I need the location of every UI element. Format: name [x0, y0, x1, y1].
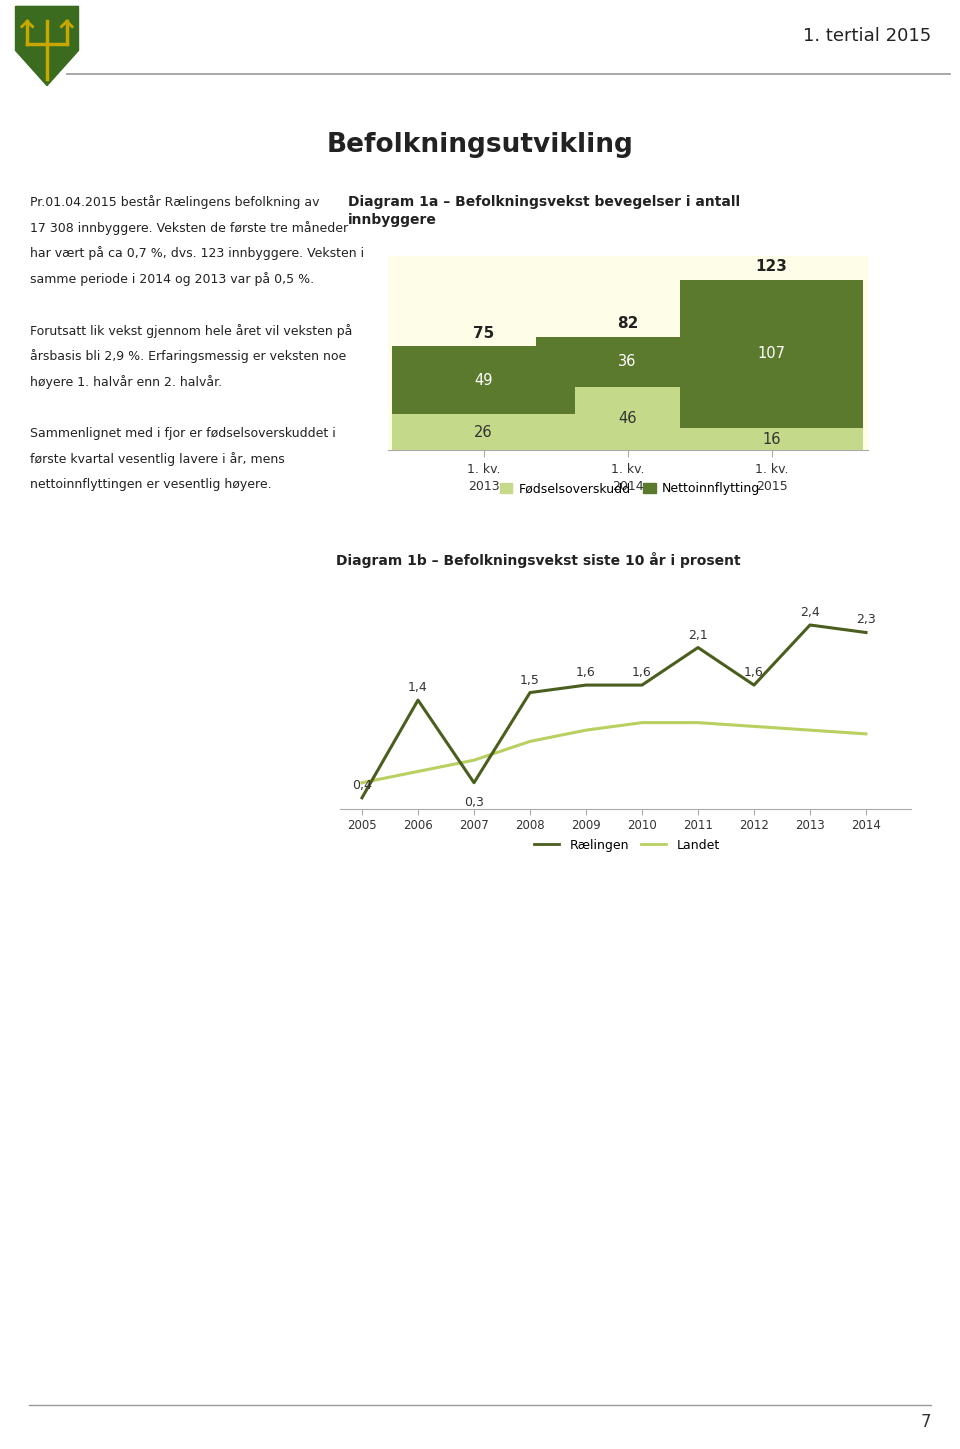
Text: 1,6: 1,6	[632, 667, 652, 680]
Text: nettoinnflyttingen er vesentlig høyere.: nettoinnflyttingen er vesentlig høyere.	[30, 478, 272, 491]
Text: 2,1: 2,1	[688, 629, 708, 642]
Text: Forutsatt lik vekst gjennom hele året vil veksten på: Forutsatt lik vekst gjennom hele året vi…	[30, 323, 352, 338]
Text: 1,4: 1,4	[408, 681, 428, 694]
Polygon shape	[15, 6, 79, 85]
Text: årsbasis bli 2,9 %. Erfaringsmessig er veksten noe: årsbasis bli 2,9 %. Erfaringsmessig er v…	[30, 349, 347, 364]
Text: 2,3: 2,3	[856, 613, 876, 626]
Text: 1,6: 1,6	[744, 667, 764, 680]
Text: 0,3: 0,3	[464, 797, 484, 809]
Text: 75: 75	[473, 326, 494, 341]
Text: 0,4: 0,4	[352, 778, 372, 791]
Text: Diagram 1b – Befolkningsvekst siste 10 år i prosent: Diagram 1b – Befolkningsvekst siste 10 å…	[336, 552, 740, 568]
Bar	[681, 280, 863, 427]
Text: Befolkningsutvikling: Befolkningsutvikling	[326, 132, 634, 158]
Bar	[537, 336, 719, 387]
Text: første kvartal vesentlig lavere i år, mens: første kvartal vesentlig lavere i år, me…	[30, 452, 285, 467]
Text: samme periode i 2014 og 2013 var på 0,5 %.: samme periode i 2014 og 2013 var på 0,5 …	[30, 272, 314, 285]
Text: høyere 1. halvår enn 2. halvår.: høyere 1. halvår enn 2. halvår.	[30, 375, 222, 390]
Text: 123: 123	[756, 259, 787, 274]
Text: 1,6: 1,6	[576, 667, 596, 680]
Text: 2,4: 2,4	[800, 606, 820, 619]
Text: Pr.01.04.2015 består Rælingens befolkning av: Pr.01.04.2015 består Rælingens befolknin…	[30, 196, 320, 209]
Text: 49: 49	[474, 372, 492, 388]
Text: Sammenlignet med i fjor er fødselsoverskuddet i: Sammenlignet med i fjor er fødselsoversk…	[30, 426, 336, 439]
Legend: Rælingen, Landet: Rælingen, Landet	[529, 835, 725, 858]
Bar	[681, 427, 863, 451]
Text: 1. tertial 2015: 1. tertial 2015	[803, 28, 931, 45]
Text: 1,5: 1,5	[520, 674, 540, 687]
Text: 82: 82	[617, 316, 638, 332]
Text: Diagram 1a – Befolkningsvekst bevegelser i antall
innbyggere: Diagram 1a – Befolkningsvekst bevegelser…	[348, 196, 740, 227]
Text: 7: 7	[921, 1413, 931, 1432]
Text: 17 308 innbyggere. Veksten de første tre måneder: 17 308 innbyggere. Veksten de første tre…	[30, 220, 348, 235]
Bar	[537, 387, 719, 451]
Text: 36: 36	[618, 354, 636, 369]
Text: 26: 26	[474, 425, 492, 439]
Legend: Fødselsoverskudd, Nettoinnflytting: Fødselsoverskudd, Nettoinnflytting	[494, 477, 765, 500]
Bar	[393, 346, 575, 414]
Text: 46: 46	[618, 412, 636, 426]
Text: 107: 107	[757, 346, 785, 361]
Text: 16: 16	[762, 432, 780, 446]
Text: har vært på ca 0,7 %, dvs. 123 innbyggere. Veksten i: har vært på ca 0,7 %, dvs. 123 innbygger…	[30, 246, 364, 261]
Bar	[393, 414, 575, 451]
